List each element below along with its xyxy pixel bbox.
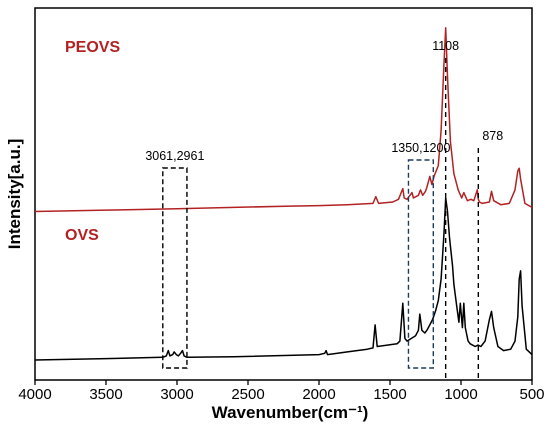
series-layer [34,27,533,361]
annotation-label: 1350,1200 [391,141,450,155]
x-tick-label: 3000 [160,386,193,403]
annotation-box [162,167,188,369]
series-line-ovs [34,197,533,361]
y-axis-title: Intensity[a.u.] [5,139,24,250]
plot-area-frame [34,7,533,381]
x-tick-label: 1000 [444,386,477,403]
x-tick-label: 1500 [373,386,406,403]
x-tick-label: 2000 [302,386,335,403]
legend-peovs: PEOVS [65,39,120,56]
x-tick-label: 2500 [231,386,264,403]
annotation-label: 3061,2961 [145,149,204,163]
x-tick-label: 4000 [18,386,51,403]
x-tick-label: 3500 [89,386,122,403]
x-axis-ticks: 4000 3500 3000 2500 2000 1500 1000 500 [18,380,545,403]
annotation-label: 878 [482,129,503,143]
legend-ovs: OVS [65,227,99,244]
x-tick-label: 500 [519,386,544,403]
series-line-peovs [34,27,533,213]
annotation-box [407,159,435,369]
x-axis-title: Wavenumber(cm⁻¹) [212,403,369,422]
annotations-layer: 3061,2961 1350,1200 1108 878 [145,39,503,380]
annotation-label: 1108 [432,39,459,53]
